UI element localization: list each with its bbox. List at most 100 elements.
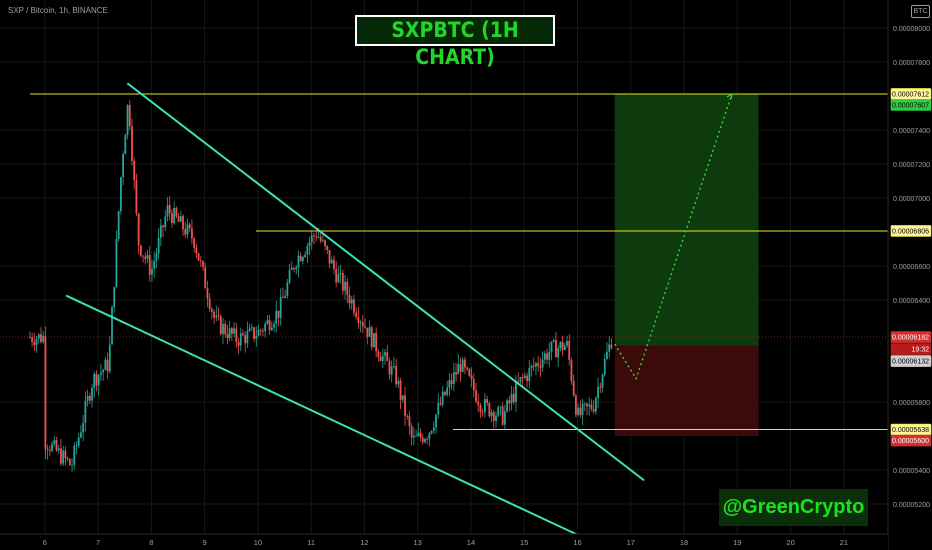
candle-body — [366, 327, 369, 337]
candle-body — [523, 375, 526, 378]
candle — [126, 104, 129, 140]
candle — [330, 256, 333, 264]
candle — [517, 372, 520, 384]
candle-body — [144, 256, 147, 259]
candle-body — [108, 344, 111, 372]
candle — [543, 350, 546, 365]
candle — [48, 445, 51, 457]
candle-body — [37, 334, 40, 339]
candle — [379, 351, 382, 362]
y-tick-label: 0.00007000 — [893, 196, 930, 203]
candle — [284, 289, 287, 299]
candle — [184, 221, 187, 238]
candle-body — [162, 225, 164, 228]
candle — [124, 133, 127, 155]
y-tick-label: 0.00005800 — [893, 400, 930, 407]
candle-body — [297, 255, 300, 268]
candle — [111, 305, 113, 345]
candle-body — [373, 333, 375, 348]
candle-body — [139, 245, 142, 256]
candle — [239, 327, 242, 351]
candle-body — [179, 216, 182, 222]
y-tick-label: 0.00008000 — [893, 26, 930, 33]
candle-body — [197, 253, 200, 261]
candle — [357, 306, 360, 330]
y-tick-label: 0.00005400 — [893, 468, 930, 475]
candle — [288, 263, 291, 285]
candle — [557, 345, 560, 367]
candle-body — [563, 345, 566, 351]
candle — [175, 206, 178, 219]
candle-body — [137, 213, 140, 246]
candle — [508, 396, 511, 412]
candle-body — [270, 327, 273, 331]
candle-body — [412, 435, 415, 438]
candle-body — [359, 322, 362, 324]
candle-body — [428, 432, 431, 440]
candle — [262, 328, 264, 337]
candle — [350, 295, 353, 310]
candle — [526, 372, 528, 388]
candle — [370, 325, 373, 351]
candle-body — [111, 307, 113, 345]
candle — [470, 367, 473, 388]
price-tag: 0.00005638 — [890, 423, 932, 436]
candle-body — [610, 344, 613, 349]
candle — [424, 437, 426, 444]
candle — [577, 403, 580, 417]
candle — [268, 315, 271, 335]
candle-body — [401, 395, 404, 400]
candle-body — [55, 440, 58, 451]
candle — [131, 118, 133, 166]
candle — [219, 314, 222, 336]
price-tag: 0.00007612 — [890, 88, 932, 100]
candle — [128, 100, 131, 131]
candle-body — [375, 333, 378, 352]
candle — [464, 356, 466, 375]
candle — [204, 262, 207, 289]
candle-body — [499, 406, 502, 408]
y-tick-label: 0.00006400 — [893, 298, 930, 305]
candle — [326, 245, 329, 255]
price-tag: 0.00005600 — [890, 434, 932, 447]
candle-body — [262, 330, 264, 332]
x-tick-label: 19 — [733, 538, 741, 547]
candle-body — [235, 328, 238, 342]
candle — [397, 377, 400, 389]
candle-body — [350, 299, 353, 304]
candle — [333, 255, 335, 275]
candle — [64, 446, 67, 466]
candle-body — [202, 261, 204, 267]
candle-body — [60, 448, 62, 464]
candle — [555, 331, 557, 358]
candle-body — [446, 387, 449, 395]
candle — [242, 329, 244, 337]
candle — [441, 386, 444, 407]
candle-body — [153, 261, 156, 269]
candle — [399, 377, 402, 410]
candle-body — [590, 404, 593, 410]
candle-body — [91, 388, 93, 401]
x-tick-label: 14 — [467, 538, 475, 547]
candle — [60, 438, 62, 466]
candle — [222, 317, 224, 344]
candle-body — [135, 180, 138, 214]
candle — [37, 333, 40, 344]
candle-body — [599, 386, 602, 388]
candle-body — [28, 337, 31, 338]
candle-body — [100, 372, 102, 375]
candle — [490, 409, 493, 423]
currency-badge[interactable]: BTC — [911, 5, 930, 18]
candle-body — [561, 341, 564, 351]
candle — [603, 353, 606, 377]
candle-body — [264, 324, 267, 332]
candle — [450, 373, 453, 390]
candle — [135, 173, 138, 217]
price-tag: 0.00006132 — [890, 355, 932, 367]
candle — [246, 321, 249, 348]
candle — [446, 380, 449, 397]
x-tick-label: 16 — [573, 538, 581, 547]
chart-banner-title: SXPBTC (1H CHART) — [355, 15, 555, 69]
candle-body — [339, 272, 342, 275]
